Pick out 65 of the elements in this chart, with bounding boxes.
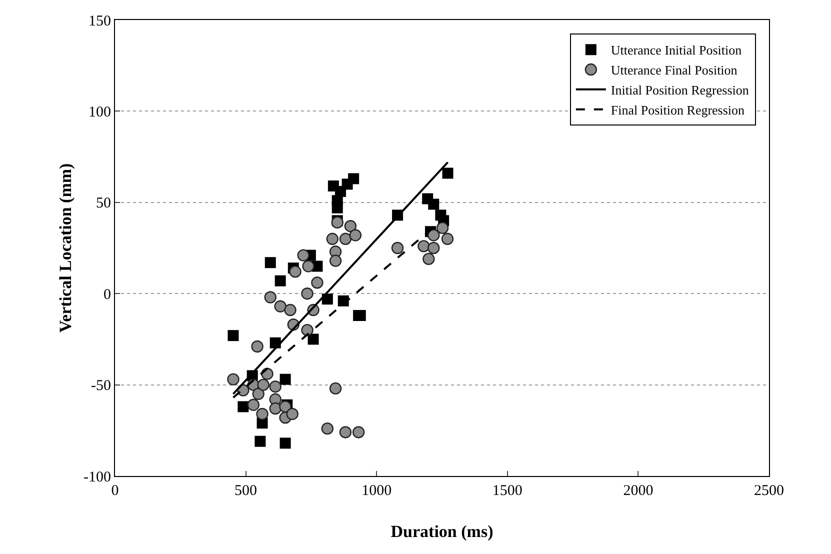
point [286, 408, 298, 420]
point [257, 378, 270, 391]
point [280, 374, 291, 385]
legend-label: Final Position Regression [610, 102, 746, 118]
point [418, 240, 430, 252]
point [422, 252, 435, 266]
point [308, 334, 319, 345]
point [274, 275, 286, 286]
y-tick-label: 50 [96, 196, 111, 212]
point [428, 242, 440, 254]
y-tick-label: -50 [91, 378, 111, 394]
x-axis-title: Duration (ms) [390, 522, 494, 541]
point [441, 232, 454, 245]
point [329, 254, 342, 267]
legend-label: Initial Position Regression [610, 82, 750, 98]
point [322, 294, 333, 305]
x-tick-label: 1500 [492, 483, 522, 499]
point [280, 438, 291, 449]
point [329, 382, 342, 395]
point [264, 291, 276, 304]
x-tick-label: 500 [234, 483, 258, 499]
point [331, 216, 344, 229]
point [252, 388, 264, 400]
y-tick-label: 0 [104, 286, 111, 303]
point [326, 232, 338, 245]
point [321, 422, 334, 435]
point [339, 426, 352, 438]
point [238, 401, 249, 412]
point [256, 408, 268, 420]
point [301, 324, 314, 336]
point [391, 242, 404, 254]
point [297, 249, 310, 262]
point [284, 304, 296, 316]
point [269, 380, 282, 393]
point [274, 300, 286, 312]
point [344, 220, 357, 232]
y-tick-label: 150 [88, 13, 111, 30]
x-tick-label: 1000 [362, 483, 392, 499]
point [428, 229, 440, 242]
point [332, 202, 343, 214]
point [301, 288, 314, 300]
x-tick-label: 2000 [623, 483, 654, 499]
point [227, 373, 240, 386]
point [254, 436, 266, 447]
point [311, 276, 324, 289]
point [302, 260, 314, 272]
point [264, 257, 276, 268]
x-tick-label: 2500 [754, 483, 784, 499]
y-tick-label: -100 [84, 469, 111, 486]
point [279, 400, 292, 413]
y-tick-label: 100 [88, 104, 111, 120]
point [352, 426, 365, 438]
point [436, 222, 449, 234]
point [349, 229, 362, 242]
point [247, 398, 260, 411]
point [289, 266, 302, 278]
point [428, 198, 440, 210]
point [442, 168, 454, 179]
legend-label: Utterance Final Position [610, 62, 738, 78]
legend-label: Utterance Initial Position [610, 42, 742, 58]
point [251, 340, 264, 353]
y-axis-title: Vertical Location (mm) [56, 163, 75, 333]
point [269, 402, 282, 415]
point [228, 330, 239, 342]
point [339, 232, 352, 245]
